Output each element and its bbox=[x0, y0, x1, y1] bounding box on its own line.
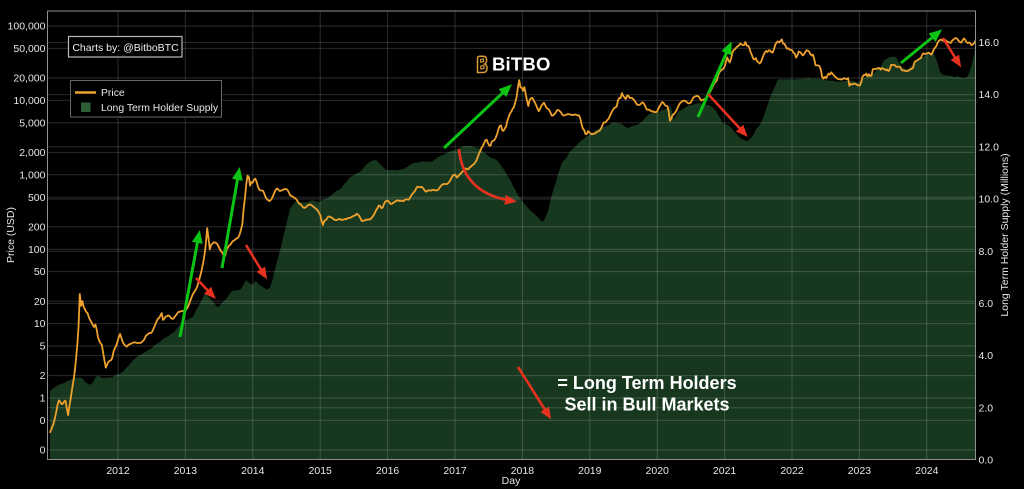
svg-text:BiTBO: BiTBO bbox=[492, 54, 551, 75]
svg-text:12.0: 12.0 bbox=[979, 141, 1000, 153]
svg-text:2016: 2016 bbox=[376, 465, 400, 477]
svg-text:Day: Day bbox=[502, 475, 521, 487]
svg-text:2012: 2012 bbox=[106, 465, 130, 477]
svg-text:20: 20 bbox=[34, 296, 46, 308]
svg-text:Price (USD): Price (USD) bbox=[5, 207, 17, 263]
svg-text:14.0: 14.0 bbox=[979, 89, 1000, 101]
svg-text:100,000: 100,000 bbox=[8, 21, 46, 33]
svg-text:5: 5 bbox=[40, 341, 46, 353]
svg-text:2018: 2018 bbox=[511, 465, 535, 477]
svg-text:8.0: 8.0 bbox=[979, 246, 994, 258]
svg-text:1: 1 bbox=[40, 393, 46, 405]
svg-text:0: 0 bbox=[40, 445, 46, 457]
svg-text:50,000: 50,000 bbox=[13, 43, 45, 55]
svg-text:2015: 2015 bbox=[309, 465, 333, 477]
svg-text:2017: 2017 bbox=[443, 465, 467, 477]
svg-text:2013: 2013 bbox=[174, 465, 198, 477]
svg-text:Charts by: @BitboBTC: Charts by: @BitboBTC bbox=[72, 42, 179, 54]
svg-text:Long Term Holder Supply (Milli: Long Term Holder Supply (Millions) bbox=[999, 153, 1011, 316]
svg-text:6.0: 6.0 bbox=[979, 298, 994, 310]
svg-text:Price: Price bbox=[101, 88, 125, 99]
svg-text:2019: 2019 bbox=[578, 465, 602, 477]
svg-text:2023: 2023 bbox=[848, 465, 872, 477]
svg-text:Sell in Bull Markets: Sell in Bull Markets bbox=[564, 395, 729, 415]
svg-text:2014: 2014 bbox=[241, 465, 265, 477]
svg-text:100: 100 bbox=[28, 244, 46, 256]
svg-text:16.0: 16.0 bbox=[979, 37, 1000, 49]
svg-text:20,000: 20,000 bbox=[13, 73, 45, 85]
svg-text:2,000: 2,000 bbox=[19, 147, 45, 159]
svg-text:2020: 2020 bbox=[646, 465, 670, 477]
svg-text:10: 10 bbox=[34, 318, 46, 330]
svg-text:2022: 2022 bbox=[780, 465, 804, 477]
svg-text:2021: 2021 bbox=[713, 465, 737, 477]
svg-text:4.0: 4.0 bbox=[979, 350, 994, 362]
svg-text:1,000: 1,000 bbox=[19, 169, 45, 181]
svg-text:10,000: 10,000 bbox=[13, 95, 45, 107]
svg-text:2024: 2024 bbox=[915, 465, 939, 477]
svg-text:200: 200 bbox=[28, 221, 46, 233]
svg-text:2: 2 bbox=[40, 370, 46, 382]
svg-text:10.0: 10.0 bbox=[979, 194, 1000, 206]
svg-text:500: 500 bbox=[28, 192, 46, 204]
svg-text:2.0: 2.0 bbox=[979, 402, 994, 414]
svg-text:Long Term Holder Supply: Long Term Holder Supply bbox=[101, 103, 219, 114]
svg-text:50: 50 bbox=[34, 266, 46, 278]
svg-text:0: 0 bbox=[40, 415, 46, 427]
svg-text:0.0: 0.0 bbox=[979, 455, 994, 467]
svg-text:= Long Term Holders: = Long Term Holders bbox=[557, 373, 736, 393]
svg-text:5,000: 5,000 bbox=[19, 117, 45, 129]
